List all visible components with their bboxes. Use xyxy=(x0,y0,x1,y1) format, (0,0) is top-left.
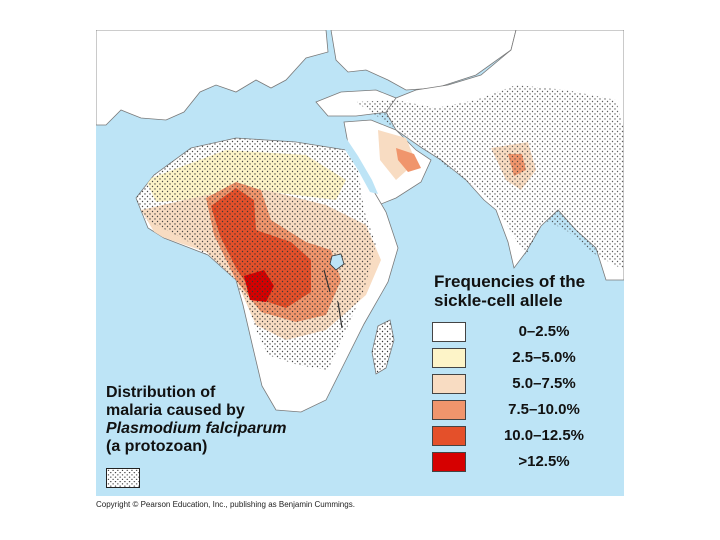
red-sea xyxy=(344,138,378,194)
lake-malawi xyxy=(337,301,343,329)
legend-label: >12.5% xyxy=(518,453,570,470)
legend-swatch xyxy=(432,400,466,420)
lake-tanganyika xyxy=(323,269,331,293)
legend-swatch xyxy=(432,452,466,472)
distribution-line3: Plasmodium falciparum xyxy=(106,420,287,437)
legend-label: 10.0–12.5% xyxy=(503,427,585,444)
legend-swatch xyxy=(432,426,466,446)
legend-label: 5.0–7.5% xyxy=(512,375,576,392)
legend-swatch xyxy=(432,322,466,342)
legend-item: >12.5% xyxy=(432,450,618,472)
distribution-line2: malaria caused by xyxy=(106,402,245,419)
legend-item: 10.0–12.5% xyxy=(432,424,618,446)
legend-item: 7.5–10.0% xyxy=(432,398,618,420)
legend-label: 0–2.5% xyxy=(518,323,570,340)
legend-item: 5.0–7.5% xyxy=(432,372,618,394)
distribution-line4: (a protozoan) xyxy=(106,438,208,455)
legend-title-line1: Frequencies of the xyxy=(434,272,586,291)
legend-item: 0–2.5% xyxy=(432,320,618,342)
malaria-dotted-madagascar xyxy=(372,320,394,374)
legend-item: 2.5–5.0% xyxy=(432,346,618,368)
malaria-dotted-asia xyxy=(356,85,624,270)
legend-title: Frequencies of the sickle-cell allele xyxy=(434,272,619,310)
legend-title-line2: sickle-cell allele xyxy=(434,291,563,310)
europe-landmass xyxy=(96,30,329,126)
map-drawing xyxy=(96,30,624,496)
legend-label: 7.5–10.0% xyxy=(508,401,580,418)
malaria-dotted-africa xyxy=(136,138,376,370)
malaria-distribution-label: Distribution of malaria caused by Plasmo… xyxy=(106,384,316,456)
malaria-dotted-swatch xyxy=(106,468,140,488)
legend-swatch xyxy=(432,348,466,368)
legend-swatch xyxy=(432,374,466,394)
lake-victoria xyxy=(329,253,345,271)
legend-label: 2.5–5.0% xyxy=(512,349,576,366)
distribution-line1: Distribution of xyxy=(106,384,216,401)
zone-oman-7-5-to-10-0 xyxy=(396,148,421,172)
copyright-notice: Copyright © Pearson Education, Inc., pub… xyxy=(96,500,355,509)
map-figure: Frequencies of the sickle-cell allele 0–… xyxy=(96,30,624,496)
frequency-zones-africa xyxy=(136,138,381,370)
